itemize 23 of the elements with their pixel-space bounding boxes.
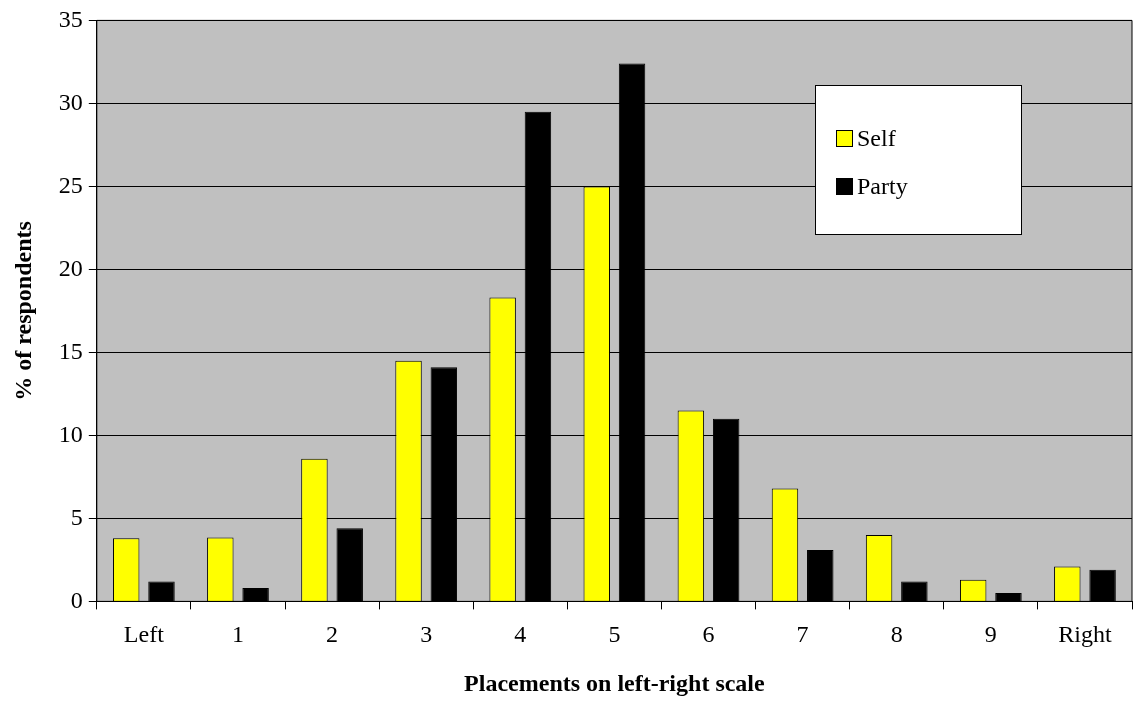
legend-label: Self — [857, 124, 896, 152]
y-tick-label: 0 — [70, 586, 83, 613]
legend-label: Party — [857, 172, 908, 200]
x-tick-label: 1 — [231, 621, 244, 648]
y-tick-label: 15 — [58, 337, 83, 364]
x-tick-label: 7 — [796, 621, 809, 648]
y-tick-label: 30 — [58, 88, 83, 115]
x-tick-label: 2 — [326, 621, 339, 648]
y-tick-label: 20 — [58, 254, 83, 281]
x-tick-label: 3 — [420, 621, 433, 648]
y-axis-title: % of respondents — [9, 221, 36, 401]
x-tick-label: 6 — [702, 621, 715, 648]
x-tick-label: Right — [1058, 621, 1112, 648]
x-axis-title: Placements on left-right scale — [464, 669, 766, 696]
x-tick-label: 4 — [514, 621, 527, 648]
x-tick-label: 9 — [984, 621, 997, 648]
x-tick-label: 5 — [608, 621, 621, 648]
y-tick-label: 5 — [70, 503, 83, 530]
y-tick-label: 25 — [58, 171, 83, 198]
y-tick-label: 10 — [58, 420, 83, 447]
y-tick-label: 35 — [58, 5, 83, 32]
x-tick-label: Left — [123, 621, 165, 648]
x-tick-label: 8 — [890, 621, 903, 648]
